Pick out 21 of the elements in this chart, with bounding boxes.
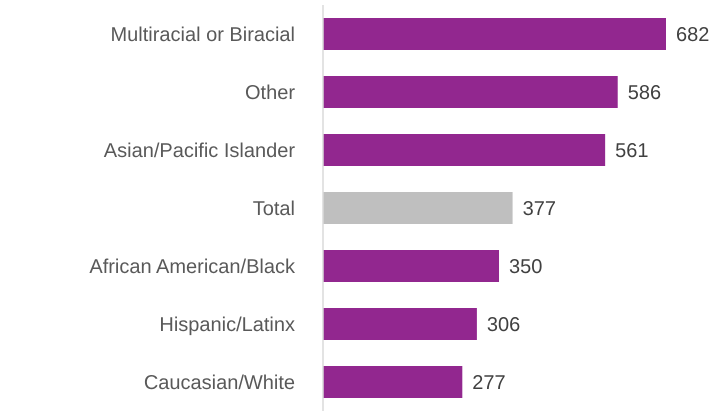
bar (323, 192, 513, 224)
bar (323, 308, 477, 340)
data-label: 306 (486, 314, 520, 336)
y-tick-label: Asian/Pacific Islander (104, 140, 296, 162)
data-label: 682 (676, 24, 710, 46)
bar (323, 134, 606, 166)
y-tick-label: Total (252, 198, 295, 220)
bar (323, 366, 462, 398)
y-tick-label: African American/Black (89, 256, 296, 278)
data-label: 277 (472, 372, 506, 394)
bar (323, 18, 666, 50)
data-label: 561 (615, 140, 649, 162)
data-label: 586 (628, 82, 662, 104)
bar (323, 250, 500, 282)
bar (323, 76, 618, 108)
y-tick-label: Other (244, 82, 296, 104)
y-tick-label: Caucasian/White (144, 372, 295, 394)
data-label: 377 (522, 198, 556, 220)
y-tick-label: Multiracial or Biracial (110, 24, 295, 46)
data-label: 350 (509, 256, 542, 278)
y-tick-label: Hispanic/Latinx (159, 314, 295, 336)
